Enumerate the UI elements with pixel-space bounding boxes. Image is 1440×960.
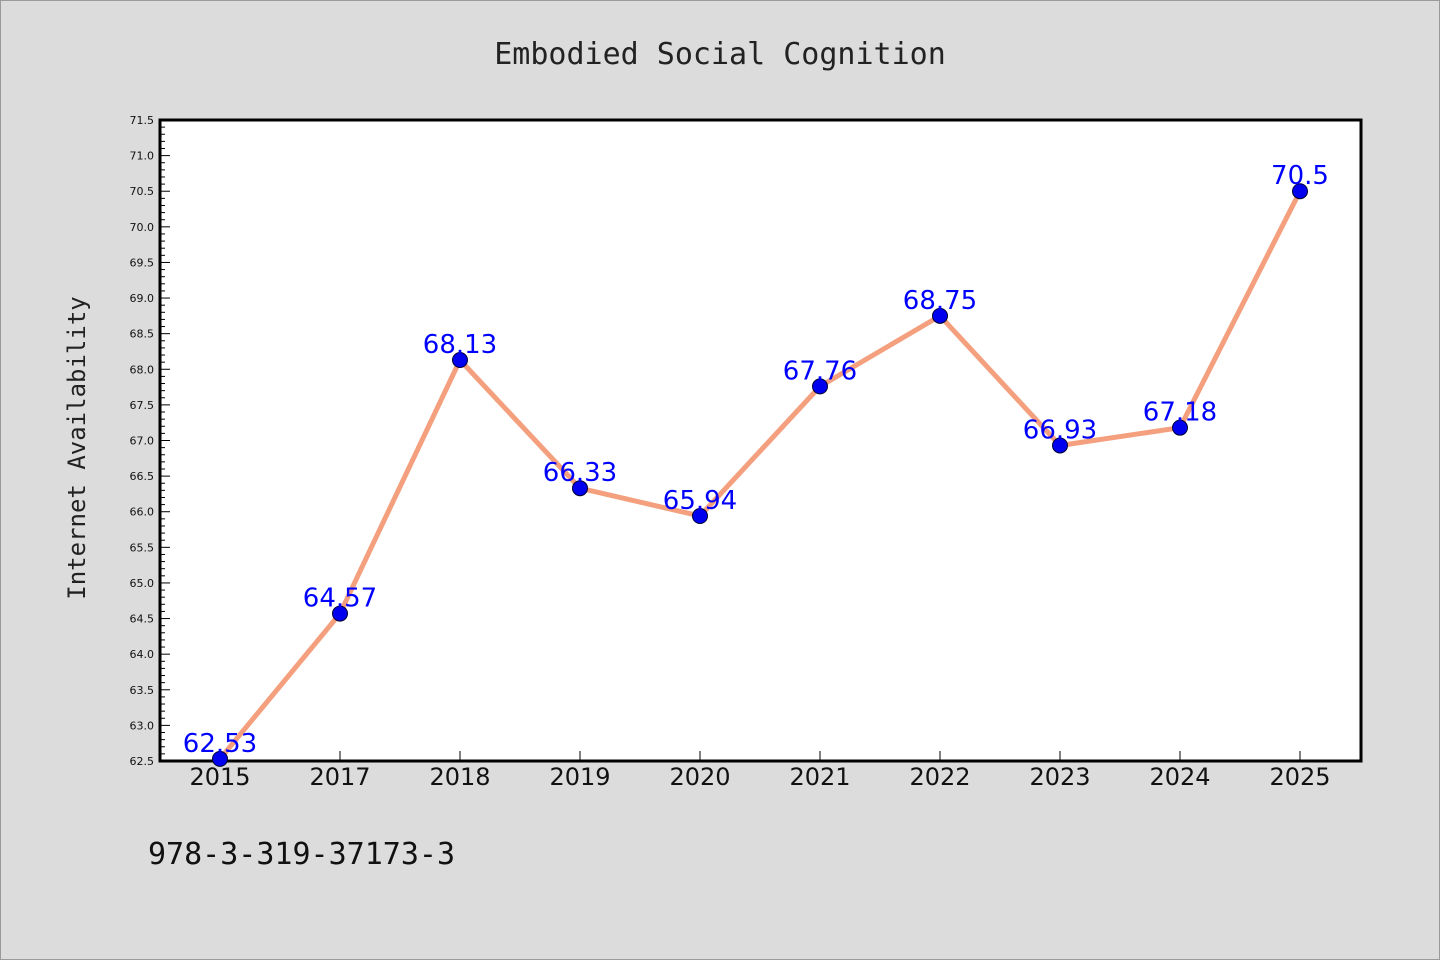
plot-area <box>158 118 1363 763</box>
y-tick-label: 68.5 <box>130 328 155 341</box>
x-axis: 2015 2017 2018 2019 2020 2021 2022 2023 2024 2025 <box>189 751 1331 791</box>
data-label: 62.53 <box>183 729 257 759</box>
y-tick-label: 63.5 <box>130 684 155 697</box>
x-tick-label: 2024 <box>1149 763 1210 791</box>
data-label: 66.33 <box>543 458 617 488</box>
y-tick-label: 66.5 <box>130 470 155 483</box>
y-axis-label: Internet Availability <box>63 296 91 599</box>
data-label: 68.75 <box>903 286 977 316</box>
y-tick-label: 71.5 <box>130 114 155 127</box>
x-tick-label: 2021 <box>789 763 850 791</box>
x-tick-label: 2020 <box>669 763 730 791</box>
y-tick-label: 69.0 <box>130 292 155 305</box>
data-point <box>692 507 708 524</box>
x-tick-label: 2025 <box>1269 763 1330 791</box>
y-tick-label: 66.0 <box>130 506 155 519</box>
x-tick-label: 2022 <box>909 763 970 791</box>
y-tick-label: 67.5 <box>130 399 155 412</box>
data-point <box>1052 437 1068 454</box>
y-tick-label: 65.5 <box>130 541 155 554</box>
data-point <box>212 750 228 767</box>
y-tick-label: 65.0 <box>130 577 155 590</box>
data-label: 64.57 <box>303 584 377 614</box>
isbn-footer: 978-3-319-37173-3 <box>148 837 455 872</box>
y-tick-label: 64.5 <box>130 613 155 626</box>
data-point <box>572 480 588 497</box>
x-tick-label: 2015 <box>189 763 250 791</box>
y-tick-label: 63.0 <box>130 719 155 732</box>
x-tick-label: 2018 <box>429 763 490 791</box>
data-labels: 62.53 64.57 68.13 66.33 65.94 67.76 68.75 66.93… <box>183 161 1329 759</box>
x-tick-label: 2017 <box>309 763 370 791</box>
data-point <box>452 352 468 369</box>
y-tick-label: 68.0 <box>130 363 155 376</box>
data-point <box>932 307 948 324</box>
y-tick-label: 64.0 <box>130 648 155 661</box>
y-tick-label: 69.5 <box>130 256 155 269</box>
data-point <box>1292 183 1308 200</box>
y-tick-label: 70.5 <box>130 185 155 198</box>
y-tick-label: 67.0 <box>130 435 155 448</box>
data-label: 65.94 <box>663 486 737 516</box>
x-tick-label: 2019 <box>549 763 610 791</box>
y-tick-label: 62.5 <box>130 755 155 768</box>
data-label: 68.13 <box>423 330 497 360</box>
data-point <box>332 605 348 622</box>
y-axis: 62.5 63.0 63.5 64.0 64.5 65.0 65.5 66.0 66.5 67.0… <box>130 114 170 768</box>
data-label: 66.93 <box>1023 415 1097 445</box>
data-label: 70.5 <box>1271 161 1329 191</box>
series-line <box>217 188 1303 762</box>
y-tick-label: 71.0 <box>130 150 155 163</box>
series-line-group <box>212 183 1308 767</box>
data-point <box>1172 419 1188 436</box>
x-tick-label: 2023 <box>1029 763 1090 791</box>
y-tick-label: 70.0 <box>130 221 155 234</box>
data-point <box>812 378 828 395</box>
chart-title: Embodied Social Cognition <box>494 37 946 72</box>
data-label: 67.76 <box>783 356 857 386</box>
data-label: 67.18 <box>1143 398 1217 428</box>
